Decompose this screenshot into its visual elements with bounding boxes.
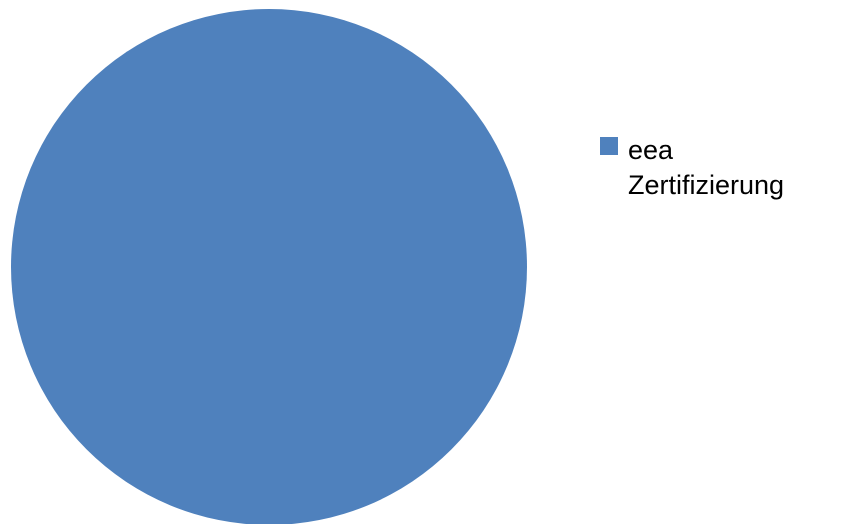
legend-swatch bbox=[600, 137, 618, 155]
legend-label: eea Zertifizierung bbox=[628, 135, 785, 200]
chart-legend: eea Zertifizierung bbox=[600, 133, 840, 203]
pie-slice bbox=[11, 9, 527, 524]
legend-item: eea Zertifizierung bbox=[600, 133, 840, 203]
